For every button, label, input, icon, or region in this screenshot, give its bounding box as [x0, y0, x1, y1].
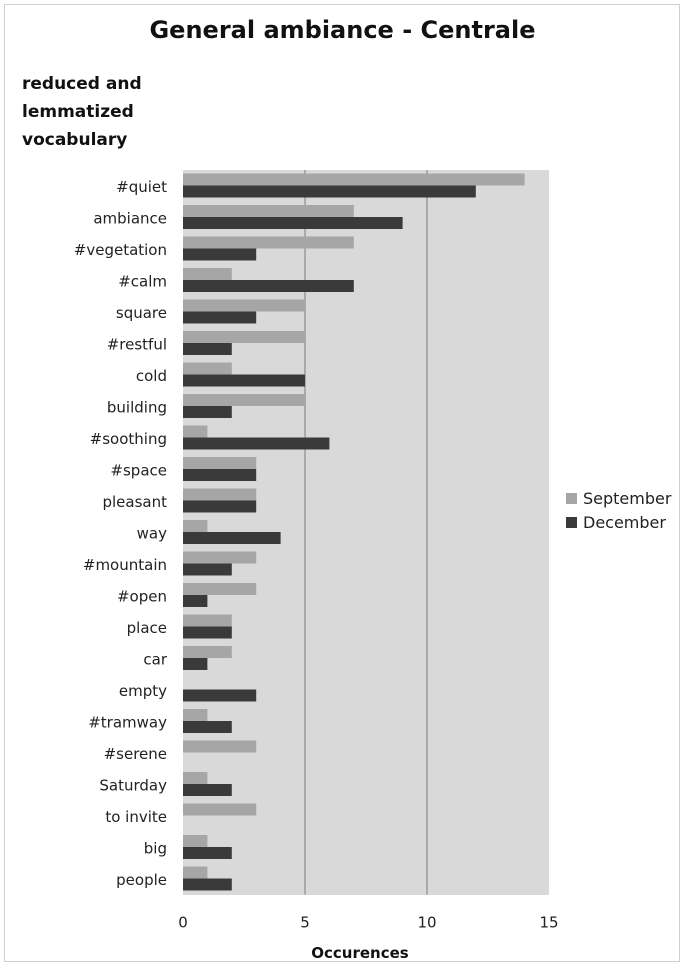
bar-december: [183, 406, 232, 418]
bar-september: [183, 614, 232, 627]
category-label: #vegetation: [74, 241, 167, 259]
bar-december: [183, 658, 208, 670]
category-label: car: [143, 651, 167, 669]
bar-december: [183, 626, 232, 639]
bar-september: [183, 236, 354, 249]
bar-september: [183, 646, 232, 658]
bar-december: [183, 532, 281, 544]
bar-september: [183, 488, 257, 501]
category-label: place: [127, 619, 167, 637]
bar-september: [183, 709, 208, 721]
category-label: ambiance: [93, 210, 167, 228]
category-label: #tramway: [88, 714, 167, 732]
bar-december: [183, 784, 232, 796]
bar-september: [183, 551, 257, 564]
category-label: building: [107, 399, 167, 417]
category-label: #calm: [118, 273, 167, 291]
category-label: #space: [110, 462, 167, 480]
bar-september: [183, 457, 257, 469]
bar-september: [183, 299, 305, 312]
category-label: #restful: [107, 336, 167, 354]
category-label: to invite: [105, 808, 167, 826]
bar-december: [183, 469, 257, 481]
bar-september: [183, 205, 354, 217]
bar-december: [183, 311, 257, 324]
bar-september: [183, 835, 208, 847]
bar-december: [183, 437, 330, 450]
bar-december: [183, 280, 354, 292]
x-tick-label: 15: [539, 914, 558, 932]
bar-september: [183, 740, 257, 753]
bar-december: [183, 847, 232, 859]
bar-september: [183, 520, 208, 532]
category-label: way: [137, 525, 167, 543]
bar-september: [183, 583, 257, 595]
category-label: empty: [119, 682, 167, 700]
bar-december: [183, 217, 403, 229]
legend: September December: [566, 486, 671, 534]
category-label: #mountain: [83, 556, 167, 574]
bar-december: [183, 878, 232, 891]
bar-december: [183, 343, 232, 355]
legend-label-december: December: [583, 512, 666, 532]
bar-december: [183, 185, 476, 198]
category-label: cold: [136, 367, 167, 385]
category-label: people: [116, 871, 167, 889]
category-label: square: [116, 304, 167, 322]
bar-september: [183, 173, 525, 186]
legend-swatch-december: [566, 516, 577, 528]
category-label: #open: [117, 588, 167, 606]
bar-december: [183, 563, 232, 576]
bar-september: [183, 425, 208, 438]
bar-september: [183, 268, 232, 280]
category-label: pleasant: [102, 493, 167, 511]
bar-december: [183, 721, 232, 733]
bar-december: [183, 500, 257, 513]
category-label: #serene: [104, 745, 167, 763]
x-tick-label: 10: [417, 914, 436, 932]
category-label: #soothing: [90, 430, 167, 448]
bar-september: [183, 772, 208, 784]
chart-title: General ambiance - Centrale: [149, 16, 536, 44]
legend-item-september: September: [566, 486, 671, 510]
x-axis-title: Occurences: [311, 944, 409, 962]
bar-december: [183, 595, 208, 607]
bar-september: [183, 394, 305, 406]
legend-swatch-september: [566, 492, 577, 504]
bar-december: [183, 248, 257, 261]
category-label: big: [144, 840, 167, 858]
bar-september: [183, 331, 305, 343]
legend-label-september: September: [583, 488, 672, 508]
x-tick-label: 5: [300, 914, 310, 932]
y-axis-title: reduced and lemmatized vocabulary: [22, 74, 142, 150]
bar-december: [183, 374, 305, 387]
x-tick-label: 0: [178, 914, 188, 932]
category-label: Saturday: [99, 777, 167, 795]
legend-item-december: December: [566, 510, 671, 534]
category-label: #quiet: [116, 178, 167, 196]
bar-september: [183, 803, 257, 816]
bar-december: [183, 689, 257, 702]
bar-september: [183, 866, 208, 879]
bar-september: [183, 362, 232, 375]
